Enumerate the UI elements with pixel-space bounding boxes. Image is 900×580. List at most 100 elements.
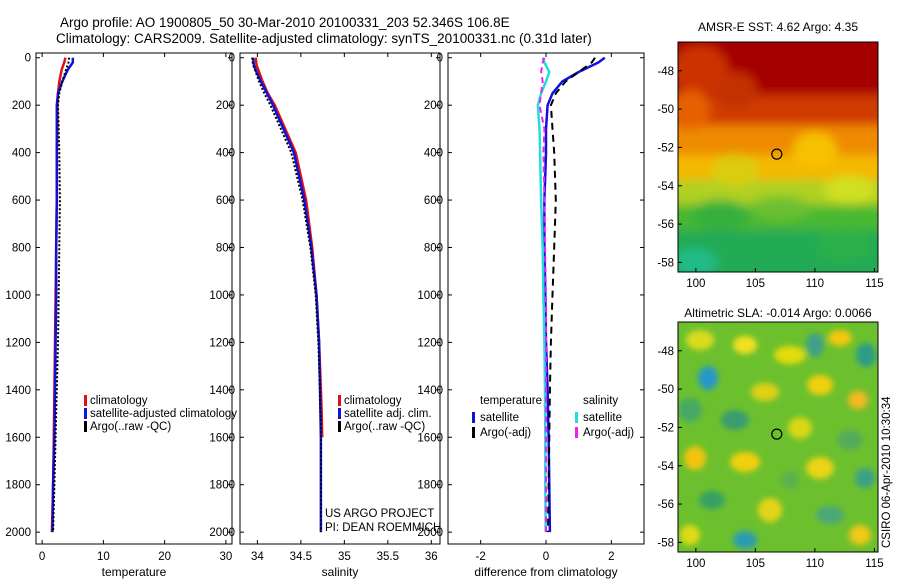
salinity-ytick-label: 0: [229, 53, 235, 65]
difference-xtick-label: -2: [476, 551, 486, 563]
difference-series-1-line: [547, 57, 596, 533]
salinity-xtick-label: 35.5: [377, 551, 399, 563]
temperature-ytick-label: 0: [25, 53, 31, 65]
temperature-xtick-label: 0: [39, 551, 45, 563]
side-timestamp-label: CSIRO 06-Apr-2010 10:30:34: [881, 396, 893, 548]
salinity-legend-swatch: [338, 395, 341, 406]
sla-argo-location-marker: [771, 428, 783, 440]
temperature-axes-frame: [35, 52, 233, 545]
sst_map-xtick-label: 105: [746, 278, 765, 290]
sla_map-xtick-label: 105: [746, 558, 765, 570]
salinity-ytick-label: 1400: [209, 385, 235, 397]
difference-xtick-label: 2: [608, 551, 614, 563]
salinity-series-1-line: [251, 57, 323, 533]
sla_map-xtick-label: 115: [865, 558, 883, 570]
salinity-ytick-label: 200: [216, 100, 235, 112]
sla_map-xtick-label: 100: [686, 558, 705, 570]
difference-legend-swatch: [472, 412, 475, 423]
temperature-legend-swatch: [84, 408, 87, 419]
sst_map-ytick-label: -50: [657, 104, 674, 116]
salinity-xtick-label: 34.5: [290, 551, 312, 563]
difference-ytick-label: 200: [424, 100, 443, 112]
temperature-legend-swatch: [84, 395, 87, 406]
temperature-legend-swatch: [84, 421, 87, 432]
difference-panel: 0 200 400 600 800 1000 1200 1400 1600 1800 2000 -2 0…: [417, 52, 645, 579]
salinity-legend-entry: Argo(..raw -QC): [344, 421, 425, 433]
difference-ytick-label: 800: [424, 243, 443, 255]
sst-map-title: AMSR-E SST: 4.62 Argo: 4.35: [698, 20, 858, 34]
sst_map-ytick-label: -56: [657, 219, 674, 231]
sla-map-field: [678, 322, 878, 552]
difference-ytick-label: 400: [424, 148, 443, 160]
project-label-line-2: PI: DEAN ROEMMICH: [325, 522, 441, 534]
sst_map-ytick-label: -48: [657, 66, 674, 78]
temperature-legend-entry: Argo(..raw -QC): [90, 421, 171, 433]
sst_map-xtick-label: 115: [865, 278, 883, 290]
sla_map-ytick-label: -48: [657, 346, 674, 358]
temperature-xaxis-label: temperature: [102, 565, 167, 579]
temperature-ytick-label: 400: [12, 148, 31, 160]
difference-ytick-label: 1200: [417, 337, 443, 349]
difference-legend-entry: satellite: [583, 412, 622, 424]
sla_map-ytick-label: -52: [657, 422, 674, 434]
sst_map-xtick-label: 110: [806, 278, 824, 290]
difference-ytick-label: 1800: [417, 480, 443, 492]
difference-xaxis-label: difference from climatology: [474, 565, 617, 579]
difference-legend-swatch: [472, 427, 475, 438]
sst_map-ytick-label: -52: [657, 142, 674, 154]
salinity-ytick-label: 2000: [209, 527, 235, 539]
sla_map-ytick-label: -58: [657, 537, 674, 549]
difference-legend-title-temperature: temperature: [480, 395, 542, 407]
sst-map-axes: 100 105 110 115 -48 -50 -52 -54 -56 -58: [657, 66, 883, 290]
difference-legend-swatch: [575, 427, 578, 438]
salinity-legend-swatch: [338, 408, 341, 419]
sla-map-frame: [677, 321, 879, 553]
sla_map-ytick-label: -56: [657, 499, 674, 511]
salinity-xaxis-label: salinity: [322, 565, 359, 579]
difference-xtick-label: 0: [543, 551, 549, 563]
temperature-ytick-label: 1600: [5, 432, 31, 444]
salinity-xtick-label: 34: [251, 551, 264, 563]
salinity-legend-swatch: [338, 421, 341, 432]
temperature-legend-entry: satellite-adjusted climatology: [90, 408, 237, 420]
sla-map-axes: 100 105 110 115 -48 -50 -52 -54 -56 -58: [657, 346, 883, 570]
temperature-legend-entry: climatology: [90, 395, 148, 407]
difference-series-2-line: [536, 57, 551, 533]
salinity-ytick-label: 1600: [209, 432, 235, 444]
sst_map-ytick-label: -58: [657, 257, 674, 269]
salinity-xtick-label: 35: [338, 551, 351, 563]
sst_map-xtick-label: 100: [686, 278, 705, 290]
difference-legend-title-salinity: salinity: [583, 395, 618, 407]
difference-series-0-line: [543, 56, 606, 533]
title-line-1: Argo profile: AO 1900805_50 30-Mar-2010 …: [60, 15, 510, 30]
temperature-ytick-label: 200: [12, 100, 31, 112]
salinity-series-2-line: [251, 57, 322, 533]
temperature-xtick-label: 30: [219, 551, 232, 563]
temperature-ytick-label: 1200: [5, 337, 31, 349]
difference-legend-entry: satellite: [480, 412, 519, 424]
difference-legend-swatch: [575, 412, 578, 423]
salinity-ytick-label: 800: [216, 243, 235, 255]
sst-map-field: [678, 42, 878, 272]
difference-ytick-label: 1600: [417, 432, 443, 444]
sla_map-ytick-label: -50: [657, 384, 674, 396]
salinity-axes-frame: [239, 52, 441, 545]
temperature-series-2-line: [52, 57, 71, 533]
difference-ytick-label: 600: [424, 195, 443, 207]
salinity-xtick-label: 36: [425, 551, 438, 563]
title-line-2: Climatology: CARS2009. Satellite-adjuste…: [56, 31, 592, 46]
sla_map-ytick-label: -54: [657, 461, 674, 473]
difference-legend-entry: Argo(-adj): [583, 427, 634, 439]
sla-map-title: Altimetric SLA: -0.014 Argo: 0.0066: [684, 306, 872, 320]
sst_map-ytick-label: -54: [657, 181, 674, 193]
salinity-ytick-label: 1200: [209, 337, 235, 349]
difference-ytick-label: 1400: [417, 385, 443, 397]
project-label-line-1: US ARGO PROJECT: [325, 508, 434, 520]
salinity-legend-entry: climatology: [344, 395, 402, 407]
salinity-ytick-label: 400: [216, 148, 235, 160]
temperature-series-1-line: [51, 57, 75, 533]
sla_map-xtick-label: 110: [806, 558, 824, 570]
temperature-ytick-label: 1800: [5, 480, 31, 492]
